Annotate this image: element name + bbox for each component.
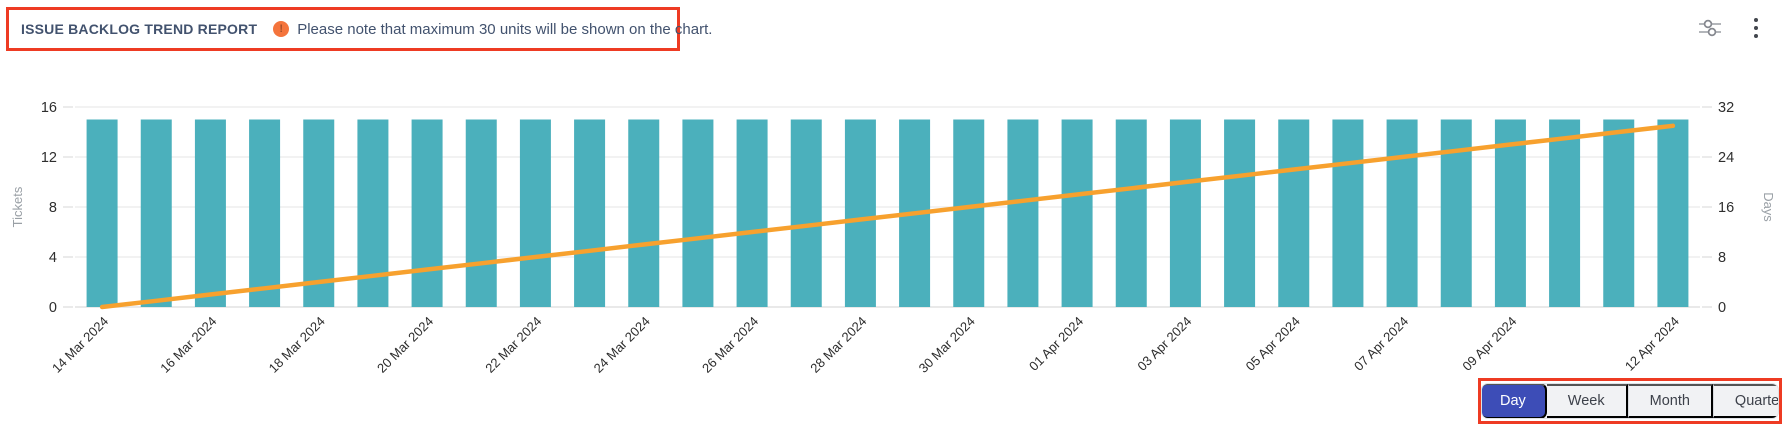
bar[interactable] [1332, 119, 1364, 308]
bar[interactable] [519, 119, 551, 308]
x-axis-tick-label: 05 Apr 2024 [1243, 314, 1303, 374]
period-button-day[interactable]: Day [1482, 384, 1547, 418]
bar[interactable] [194, 119, 226, 308]
bar[interactable] [1657, 119, 1689, 308]
bar[interactable] [1169, 119, 1201, 308]
x-axis-tick-label: 24 Mar 2024 [591, 314, 653, 376]
bar[interactable] [411, 119, 443, 308]
bar[interactable] [1603, 119, 1635, 308]
left-axis-tick-label: 12 [41, 150, 57, 166]
bar[interactable] [86, 119, 118, 308]
bar[interactable] [140, 119, 172, 308]
bar[interactable] [1278, 119, 1310, 308]
right-axis-tick-label: 8 [1718, 250, 1726, 266]
period-button-week[interactable]: Week [1546, 384, 1628, 418]
x-axis-tick-label: 07 Apr 2024 [1351, 314, 1411, 374]
warning-dot-icon: ! [273, 21, 290, 37]
left-axis-tick-label: 16 [41, 100, 57, 116]
widget-toolbar [1696, 14, 1770, 42]
bar[interactable] [844, 119, 876, 308]
x-axis-tick-label: 18 Mar 2024 [266, 314, 328, 376]
left-axis-tick-label: 0 [49, 300, 57, 316]
bar[interactable] [682, 119, 714, 308]
kebab-menu-icon[interactable] [1742, 14, 1770, 42]
x-axis-tick-label: 03 Apr 2024 [1134, 314, 1194, 374]
bar[interactable] [1386, 119, 1418, 308]
x-axis-tick-label: 20 Mar 2024 [374, 314, 436, 376]
trend-line [99, 123, 1676, 310]
period-toggle: DayWeekMonthQuarter [1481, 383, 1779, 419]
bar[interactable] [303, 119, 335, 308]
left-axis-name: Tickets [10, 186, 25, 227]
x-axis-tick-label: 16 Mar 2024 [157, 314, 219, 376]
left-axis-tick-label: 8 [49, 200, 57, 216]
bar[interactable] [249, 119, 281, 308]
bar[interactable] [953, 119, 985, 308]
period-button-quarter[interactable]: Quarter [1712, 384, 1778, 418]
x-axis-tick-label: 09 Apr 2024 [1459, 314, 1519, 374]
right-axis-tick-label: 0 [1718, 300, 1726, 316]
period-button-month[interactable]: Month [1627, 384, 1713, 418]
report-title: ISSUE BACKLOG TREND REPORT [21, 21, 258, 37]
bar[interactable] [628, 119, 660, 308]
max-units-note: Please note that maximum 30 units will b… [297, 20, 713, 38]
bar[interactable] [1007, 119, 1039, 308]
right-axis-tick-label: 24 [1718, 150, 1734, 166]
x-axis-tick-label: 14 Mar 2024 [49, 314, 111, 376]
bar[interactable] [1061, 119, 1093, 308]
x-axis-tick-label: 12 Apr 2024 [1622, 314, 1682, 374]
right-axis-tick-label: 16 [1718, 200, 1734, 216]
right-axis-name: Days [1761, 192, 1776, 222]
bar[interactable] [574, 119, 606, 308]
bar[interactable] [1549, 119, 1581, 308]
x-axis-tick-label: 22 Mar 2024 [482, 314, 544, 376]
x-axis-tick-label: 28 Mar 2024 [807, 314, 869, 376]
x-axis-tick-label: 26 Mar 2024 [699, 314, 761, 376]
bar[interactable] [790, 119, 822, 308]
annotation-box-header: ISSUE BACKLOG TREND REPORT ! Please note… [6, 7, 712, 51]
bar[interactable] [736, 119, 768, 308]
right-axis-tick-label: 32 [1718, 100, 1734, 116]
bar[interactable] [1494, 119, 1526, 308]
sliders-icon[interactable] [1696, 14, 1724, 42]
annotation-box-period-toggle: DayWeekMonthQuarter [1478, 378, 1782, 424]
bar[interactable] [1224, 119, 1256, 308]
bar[interactable] [1115, 119, 1147, 308]
left-axis-tick-label: 4 [49, 250, 57, 266]
x-axis-tick-label: 01 Apr 2024 [1026, 314, 1086, 374]
bar[interactable] [465, 119, 497, 308]
x-axis-tick-label: 30 Mar 2024 [916, 314, 978, 376]
